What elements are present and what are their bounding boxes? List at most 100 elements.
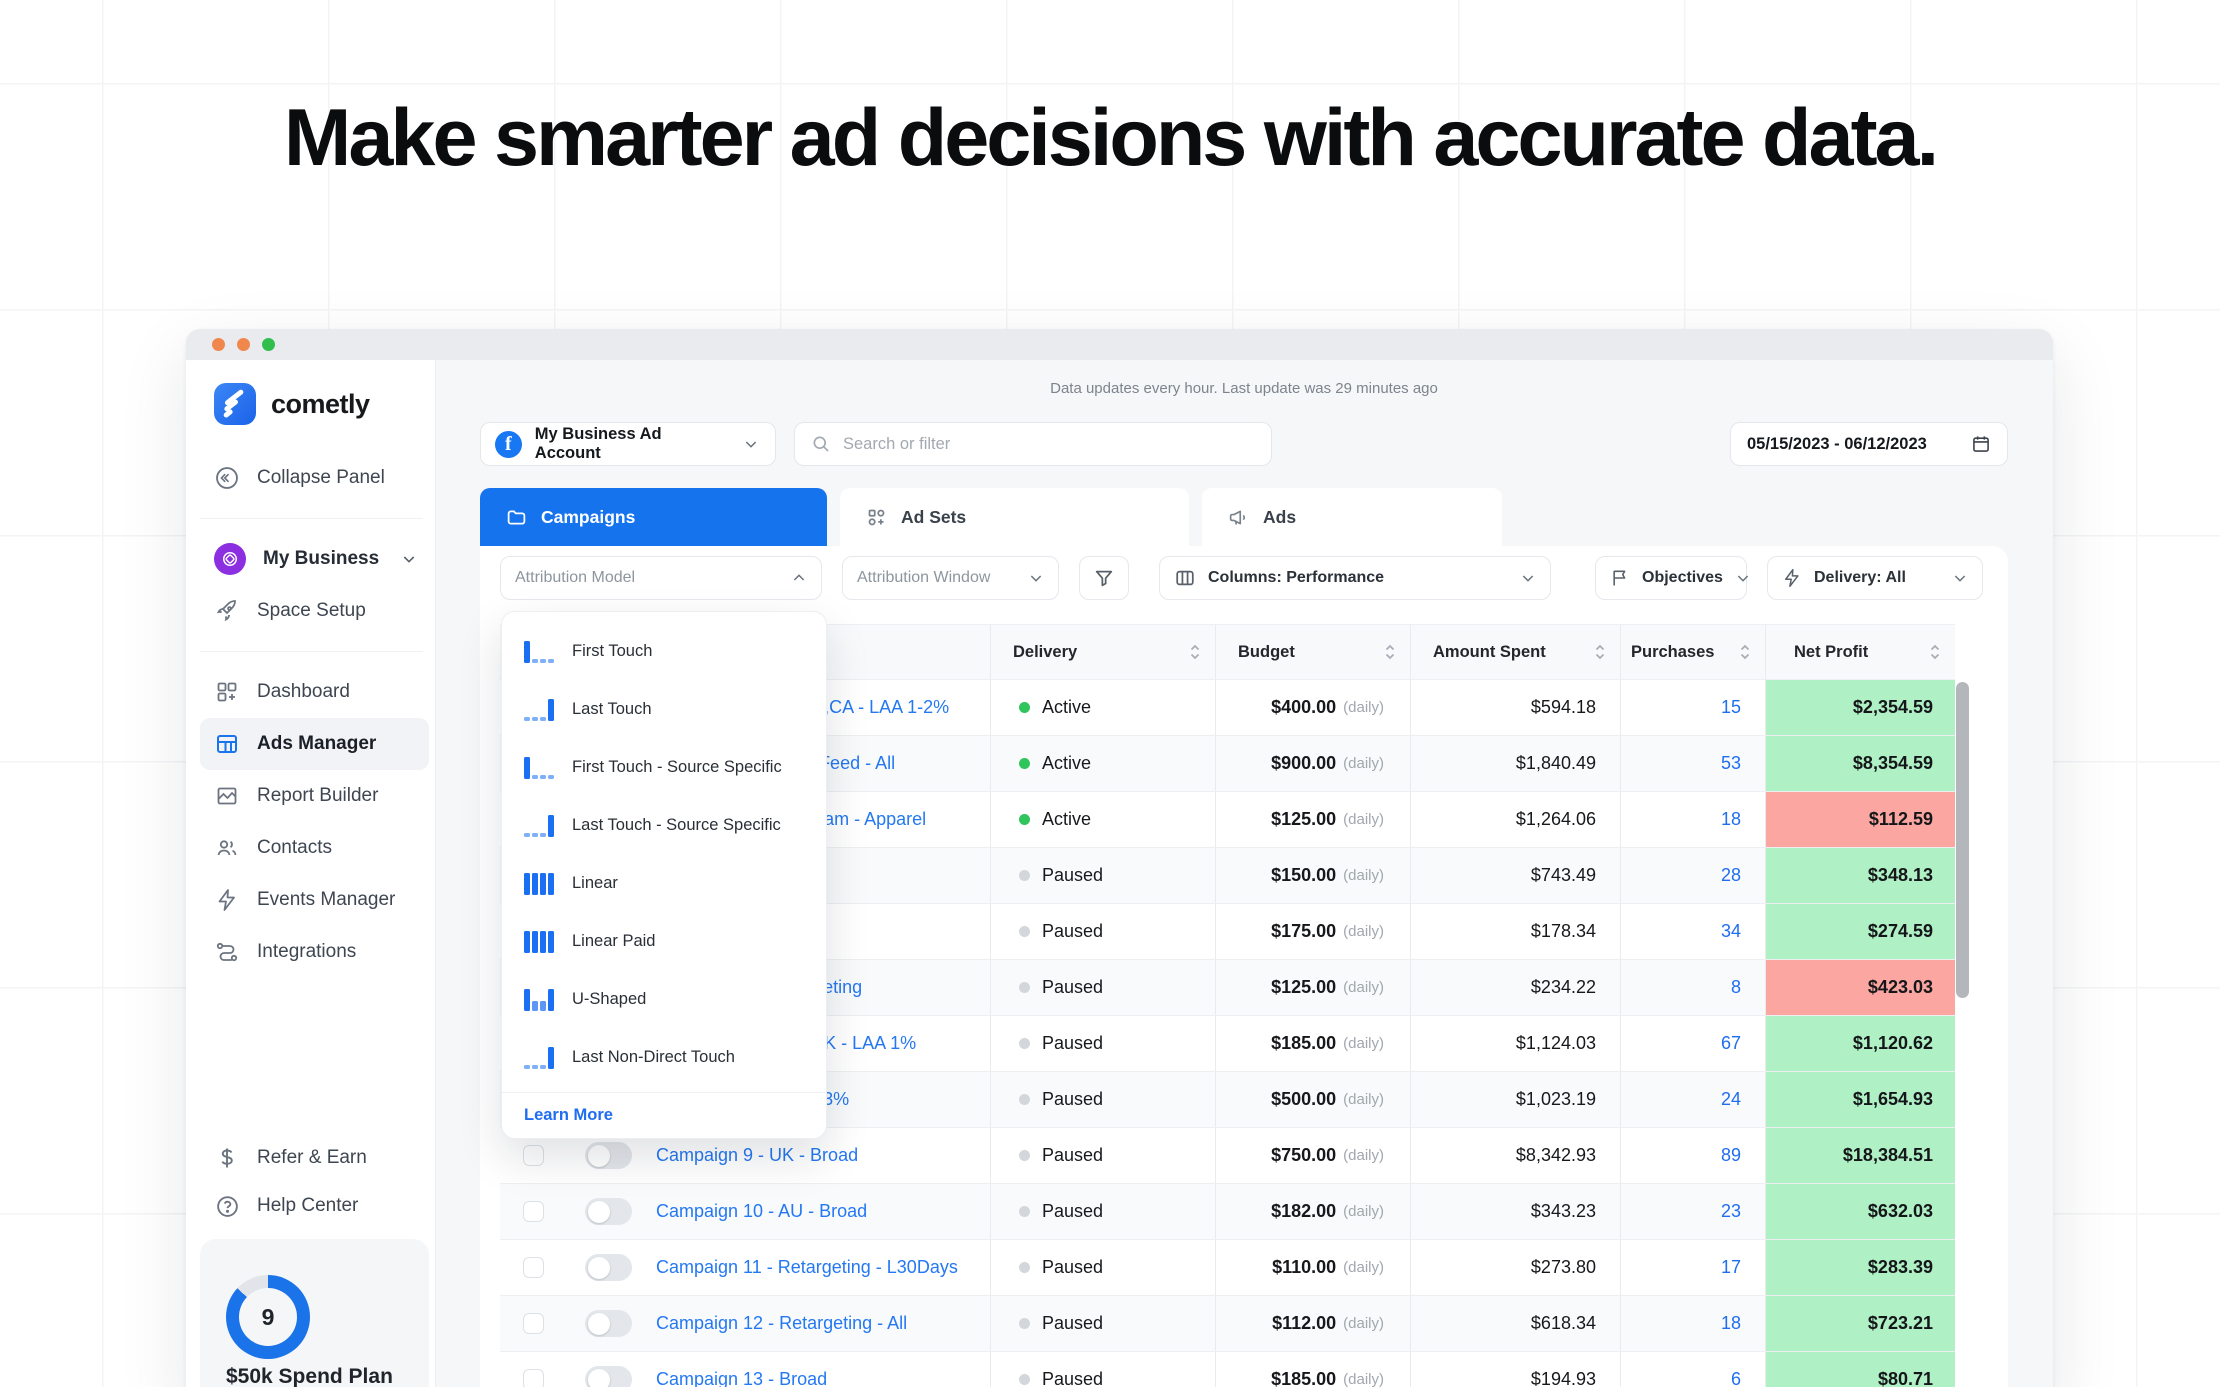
row-toggle[interactable] [584,1366,632,1387]
ad-account-selector[interactable]: f My Business Ad Account [480,422,776,466]
dropdown-option-linear-paid[interactable]: Linear Paid [502,912,826,970]
status-badge: Paused [1042,1033,1104,1053]
amount-spent-value: $234.22 [1410,960,1620,1015]
row-toggle[interactable] [584,1254,632,1281]
amount-spent-value: $1,023.19 [1410,1072,1620,1127]
sidebar-item-ads-manager[interactable]: Ads Manager [200,718,429,770]
row-toggle[interactable] [584,1142,632,1169]
sidebar-item-integrations[interactable]: Integrations [200,926,429,978]
header-delivery: Delivery [990,625,1215,679]
dropdown-option-linear[interactable]: Linear [502,854,826,912]
budget-suffix: (daily) [1343,979,1384,996]
attribution-window-placeholder: Attribution Window [857,569,991,586]
ad-sets-icon [866,507,887,528]
row-checkbox[interactable] [522,1313,544,1334]
tab-ads[interactable]: Ads [1202,488,1502,546]
delivery-filter-label: Delivery: All [1814,569,1906,586]
window-close-button[interactable] [212,338,225,351]
row-checkbox[interactable] [522,1145,544,1166]
campaign-name-link[interactable]: Campaign 11 - Retargeting - L30Days [656,1257,958,1277]
dropdown-option-u-shaped[interactable]: U-Shaped [502,970,826,1028]
budget-suffix: (daily) [1343,1091,1384,1108]
row-toggle[interactable] [584,1310,632,1337]
sidebar-item-report-builder[interactable]: Report Builder [200,770,429,822]
sort-icon[interactable] [1594,644,1606,660]
dropdown-option-last-non-direct-touch[interactable]: Last Non-Direct Touch [502,1028,826,1086]
sidebar-item-events-manager[interactable]: Events Manager [200,874,429,926]
purchases-link[interactable]: 23 [1720,1201,1741,1221]
purchases-link[interactable]: 6 [1730,1369,1741,1387]
table-scrollbar[interactable] [1956,682,1969,998]
purchases-link[interactable]: 34 [1720,921,1741,941]
budget-suffix: (daily) [1343,755,1384,772]
sidebar-item-contacts[interactable]: Contacts [200,822,429,874]
budget-value: $750.00 [1271,1145,1337,1165]
sidebar-item-refer-earn[interactable]: Refer & Earn [200,1135,429,1181]
dropdown-option-first-touch-source-specific[interactable]: First Touch - Source Specific [502,738,826,796]
sort-icon[interactable] [1189,644,1201,660]
amount-spent-value: $273.80 [1410,1240,1620,1295]
status-badge: Active [1042,809,1092,829]
tab-campaigns[interactable]: Campaigns [480,488,827,546]
purchases-link[interactable]: 17 [1720,1257,1741,1277]
purchases-link[interactable]: 24 [1720,1089,1741,1109]
search-input[interactable]: Search or filter [794,422,1272,466]
sidebar-item-my-business[interactable]: My Business [200,533,429,585]
budget-suffix: (daily) [1343,1147,1384,1164]
purchases-link[interactable]: 67 [1720,1033,1741,1053]
row-checkbox[interactable] [522,1201,544,1222]
table-row: Campaign 11 - Retargeting - L30Days Paus… [500,1240,1955,1296]
status-dot [1019,1094,1030,1105]
window-zoom-button[interactable] [262,338,275,351]
row-checkbox[interactable] [522,1369,544,1387]
sort-icon[interactable] [1929,644,1941,660]
purchases-link[interactable]: 28 [1720,865,1741,885]
purchases-link[interactable]: 18 [1720,809,1741,829]
purchases-link[interactable]: 18 [1720,1313,1741,1333]
sidebar-item-dashboard[interactable]: Dashboard [200,666,429,718]
learn-more-link[interactable]: Learn More [524,1106,613,1124]
attribution-window-select[interactable]: Attribution Window [842,556,1059,600]
status-dot [1019,1206,1030,1217]
status-badge: Paused [1042,1369,1104,1387]
collapse-icon [214,465,240,491]
row-checkbox[interactable] [522,1257,544,1278]
purchases-link[interactable]: 15 [1720,697,1741,717]
campaign-name-link[interactable]: Campaign 10 - AU - Broad [656,1201,868,1221]
purchases-link[interactable]: 53 [1720,753,1741,773]
rocket-icon [214,598,240,624]
campaign-name-link[interactable]: Campaign 9 - UK - Broad [656,1145,859,1165]
attribution-model-select[interactable]: Attribution Model First Touch Last [500,556,827,1139]
option-label: U-Shaped [572,989,647,1008]
purchases-link[interactable]: 8 [1730,977,1741,997]
status-dot [1019,1374,1030,1385]
filter-button[interactable] [1079,556,1129,600]
row-toggle[interactable] [584,1198,632,1225]
tab-label: Ad Sets [901,506,967,527]
delivery-filter-select[interactable]: Delivery: All [1767,556,1983,600]
columns-select[interactable]: Columns: Performance [1159,556,1551,600]
collapse-panel-button[interactable]: Collapse Panel [200,452,429,504]
integrations-icon [214,939,240,965]
dropdown-option-last-touch-source-specific[interactable]: Last Touch - Source Specific [502,796,826,854]
window-minimize-button[interactable] [237,338,250,351]
objectives-select[interactable]: Objectives [1595,556,1749,600]
sidebar-item-help-center[interactable]: Help Center [200,1183,429,1229]
purchases-link[interactable]: 89 [1720,1145,1741,1165]
status-badge: Paused [1042,1313,1104,1333]
campaign-name-link[interactable]: Campaign 13 - Broad [656,1369,828,1387]
dropdown-option-last-touch[interactable]: Last Touch [502,680,826,738]
sort-icon[interactable] [1739,644,1751,660]
net-profit-value: $723.21 [1765,1296,1955,1351]
sort-icon[interactable] [1384,644,1396,660]
sidebar-item-space-setup[interactable]: Space Setup [200,585,429,637]
collapse-panel-label: Collapse Panel [257,467,385,488]
campaign-name-link[interactable]: Campaign 12 - Retargeting - All [656,1313,908,1333]
amount-spent-value: $1,264.06 [1410,792,1620,847]
dropdown-option-first-touch[interactable]: First Touch [502,622,826,680]
sidebar-item-label: Integrations [257,941,357,962]
u-shaped-bars-icon [524,987,554,1011]
date-range-picker[interactable]: 05/15/2023 - 06/12/2023 [1730,422,2008,466]
table-row: Campaign 12 - Retargeting - All Paused $… [500,1296,1955,1352]
tab-ad-sets[interactable]: Ad Sets [840,488,1189,546]
